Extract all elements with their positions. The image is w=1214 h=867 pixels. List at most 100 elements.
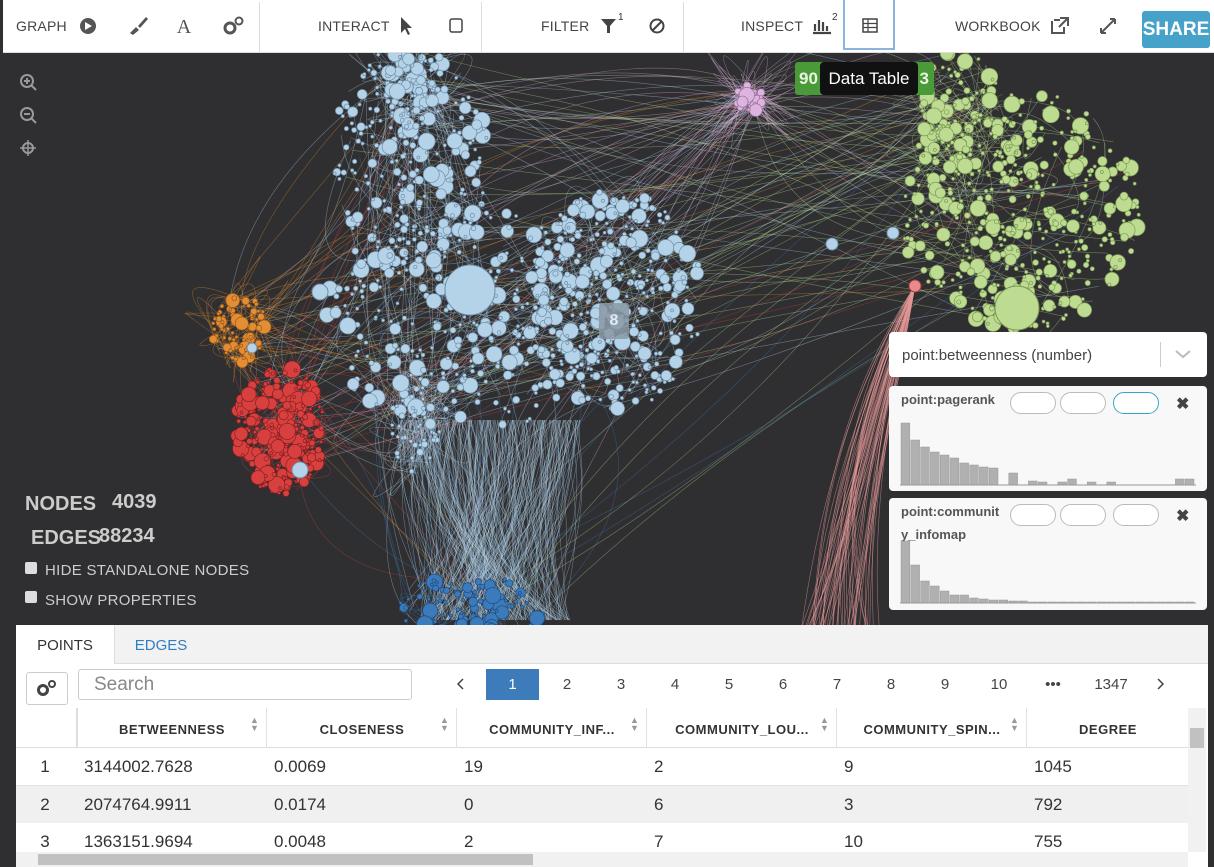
brush-icon[interactable] [130,17,148,35]
toggle-button[interactable] [1010,392,1056,414]
toggle-button[interactable] [1010,504,1056,526]
page-button[interactable]: 5 [702,669,756,700]
node [916,143,922,149]
node [454,204,457,207]
node [516,325,519,328]
dropdown-arrow[interactable] [1174,348,1192,360]
next-page[interactable] [1151,675,1171,693]
column-header[interactable]: COMMUNITY_INF... [458,722,646,737]
node [463,583,473,593]
node [417,156,420,159]
node [364,341,368,345]
node [399,205,402,208]
node [544,231,548,235]
column-header[interactable]: COMMUNITY_LOU... [648,722,836,737]
node [663,381,666,384]
node [425,229,429,233]
node [540,226,543,229]
v-scroll-thumb[interactable] [1190,728,1204,748]
node [638,374,641,377]
node [423,166,439,182]
page-button[interactable]: 1 [486,669,539,700]
open-workbook-icon[interactable] [1052,18,1068,33]
node [229,308,232,311]
node [572,369,577,374]
node [361,142,364,145]
node [1085,178,1088,181]
prev-page[interactable] [450,675,470,693]
node [276,468,279,471]
node [971,307,974,310]
node [455,373,458,376]
node [933,148,936,151]
column-header[interactable]: COMMUNITY_SPIN... [838,722,1026,737]
node [231,356,235,360]
page-button[interactable]: 2 [540,669,594,700]
node [628,388,631,391]
node [1026,218,1030,222]
node [402,316,406,320]
page-button[interactable]: 6 [756,669,810,700]
node [526,227,542,243]
column-header[interactable]: DEGREE [1028,722,1188,737]
font-icon[interactable]: A [177,16,192,38]
checkbox[interactable] [25,562,37,574]
page-button[interactable]: 1347 [1080,669,1142,700]
page-button[interactable]: 7 [810,669,864,700]
node [421,386,424,389]
select-icon[interactable] [450,19,462,32]
column-header[interactable]: CLOSENESS [268,722,456,737]
toggle-button[interactable] [1060,392,1106,414]
page-button[interactable]: ••• [1026,669,1080,700]
node [232,338,235,341]
node [463,316,466,319]
node [456,343,461,348]
node [575,200,579,204]
node [1035,181,1038,184]
toggle-button[interactable] [1113,392,1159,414]
checkbox[interactable] [25,591,37,603]
node [750,104,763,117]
node [409,160,412,163]
page-button[interactable]: 9 [918,669,972,700]
node [560,243,575,258]
page-button[interactable]: 10 [972,669,1026,700]
node [1029,281,1033,285]
points-tab[interactable]: POINTS [16,625,115,664]
node [294,369,297,372]
edges-tab[interactable]: EDGES [114,625,208,663]
toggle-button[interactable] [1113,504,1159,526]
page-button[interactable]: 3 [594,669,648,700]
node [550,295,554,299]
node [918,122,932,136]
node [413,107,420,114]
histogram-icon[interactable] [813,20,831,33]
node [573,302,578,307]
fullscreen-icon[interactable] [1101,19,1115,33]
histogram-bar [930,452,939,485]
node [301,391,316,406]
histogram-bar [921,581,930,603]
node [293,396,296,399]
node [643,384,646,387]
search-input[interactable]: Search [78,669,412,700]
page-button[interactable]: 8 [864,669,918,700]
node [686,324,693,331]
filter-icon[interactable] [601,19,616,33]
node [579,345,583,349]
column-header[interactable]: BETWEENNESS [78,722,266,737]
node [410,142,416,148]
node [1033,260,1039,266]
toggle-button[interactable] [1060,504,1106,526]
node [1041,237,1044,240]
node [573,348,577,352]
gear-icon[interactable] [225,23,235,33]
page-button[interactable]: 4 [648,669,702,700]
h-scroll-thumb[interactable] [38,854,533,865]
node [514,329,518,333]
cursor-icon[interactable] [401,17,412,35]
node [962,146,969,153]
node [1003,238,1006,241]
node [389,238,395,244]
node [247,429,250,432]
